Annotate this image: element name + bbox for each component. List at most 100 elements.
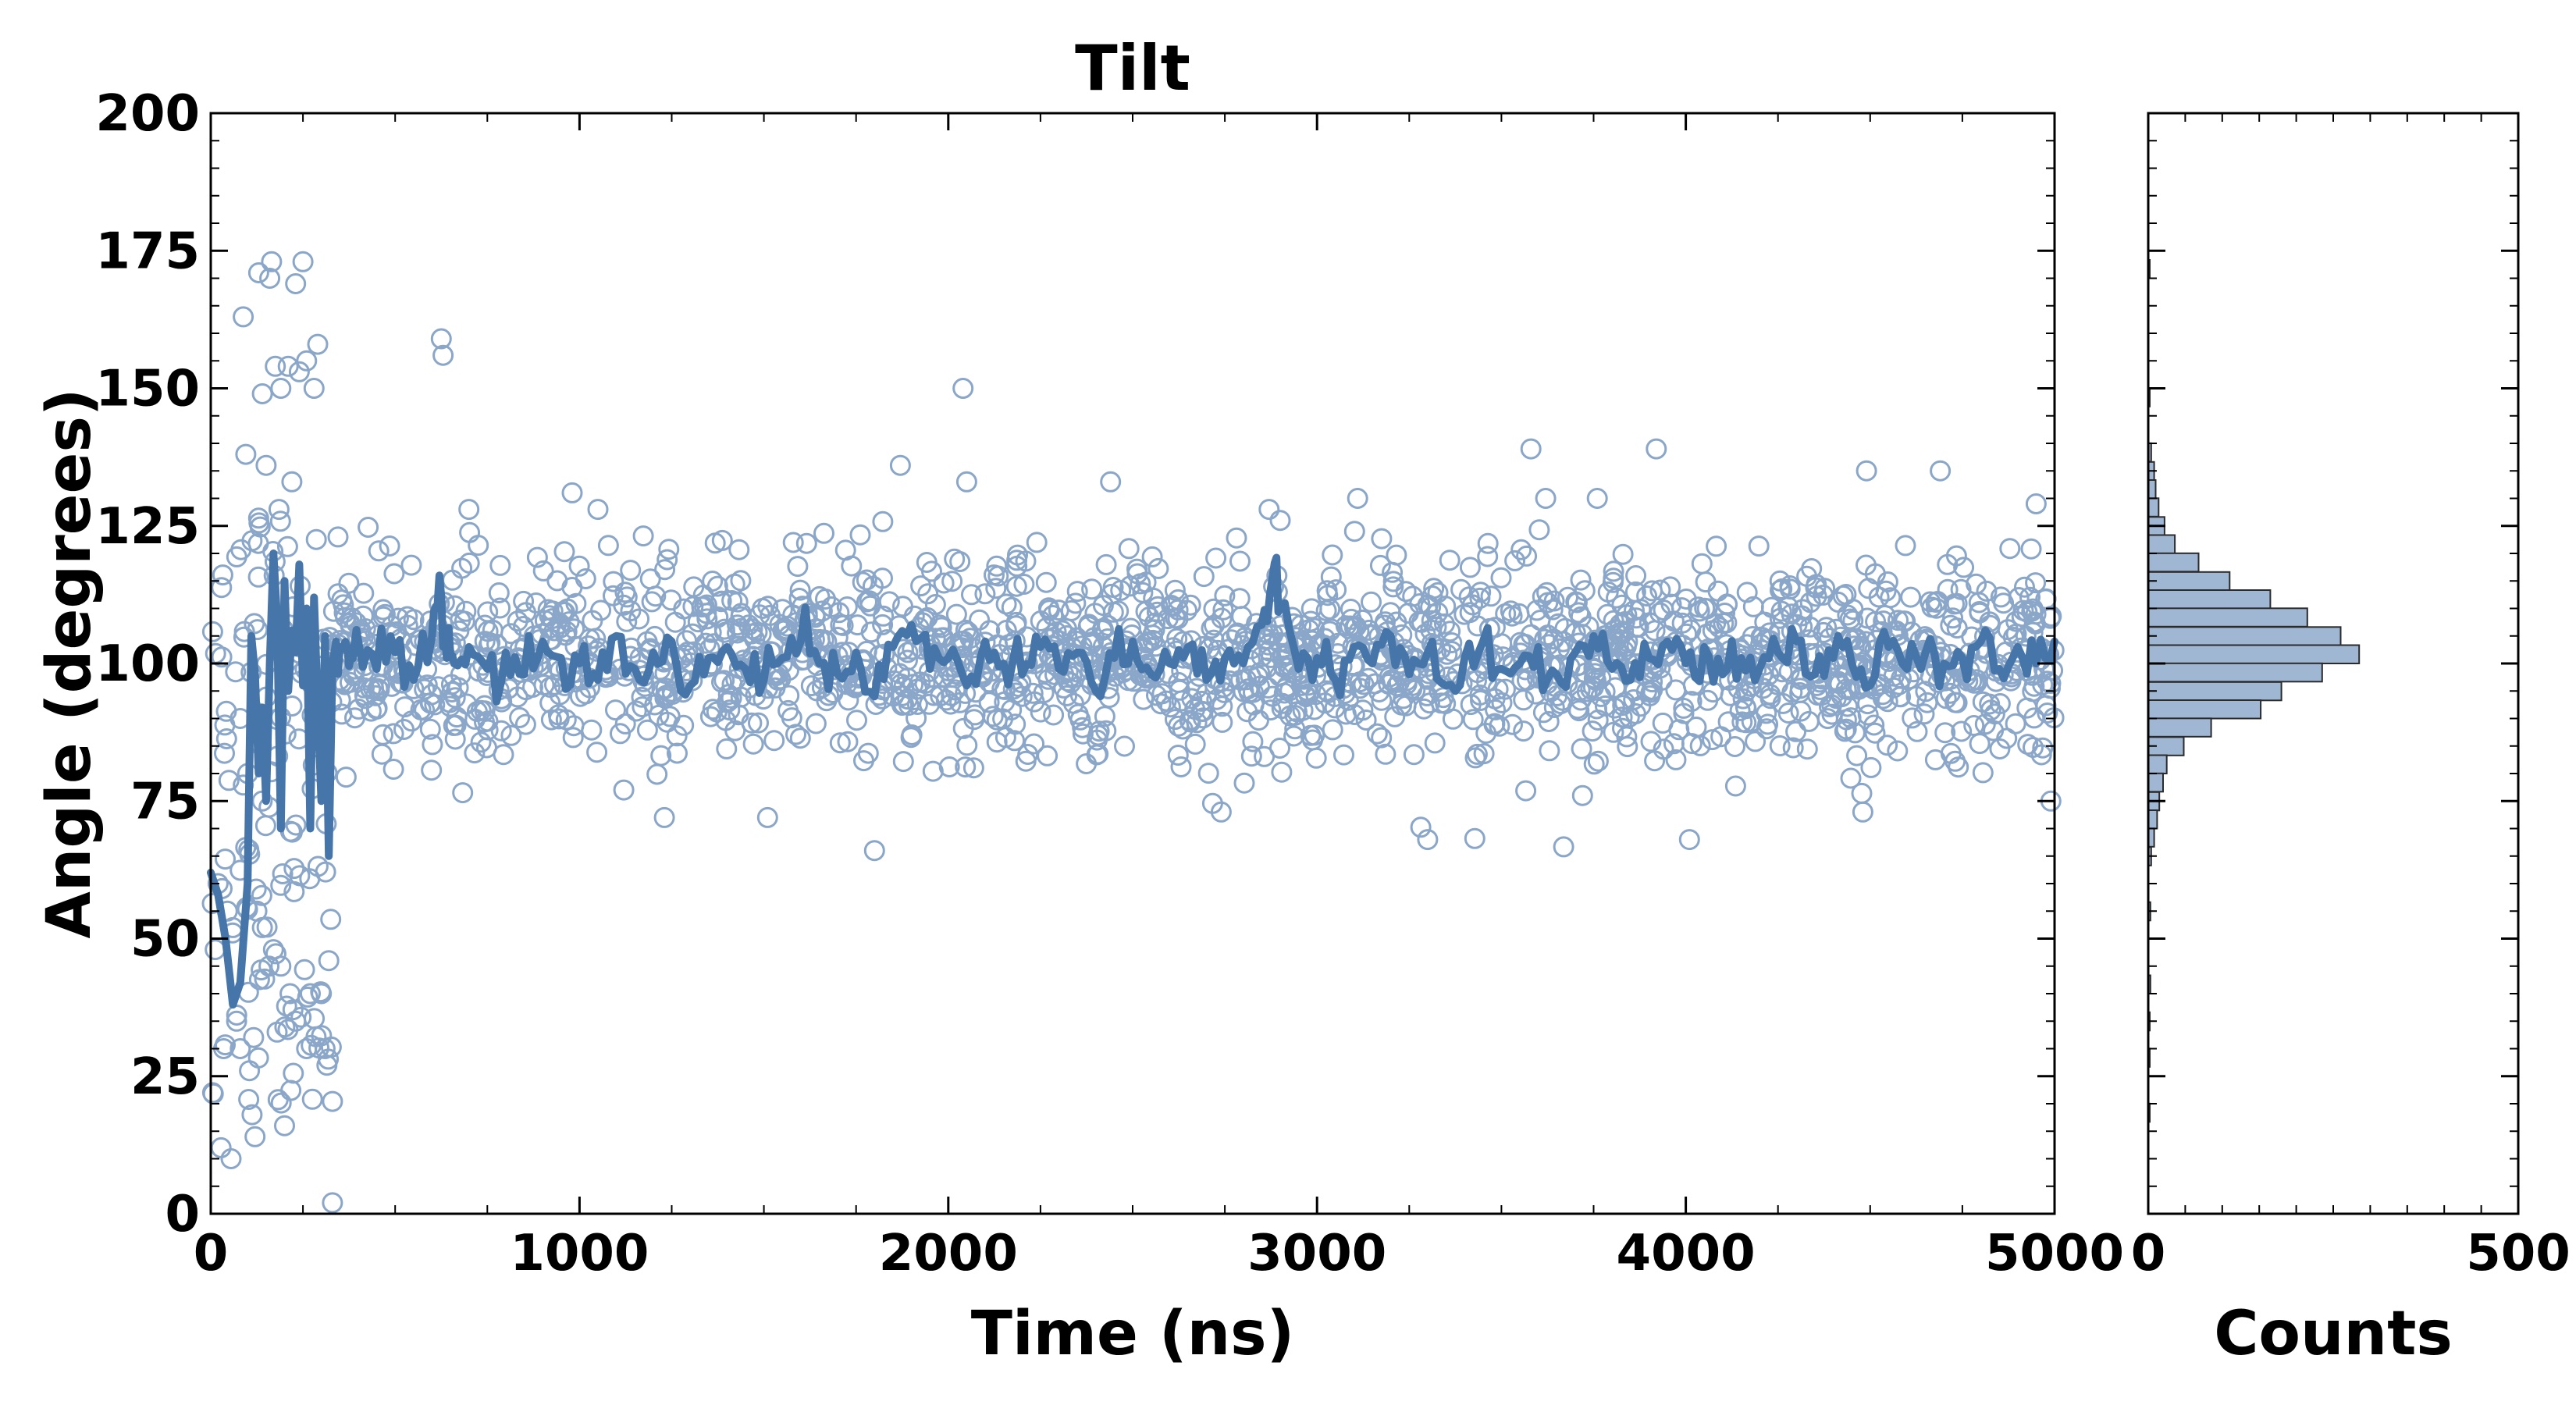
scatter-point	[955, 619, 977, 641]
scatter-point	[834, 539, 856, 561]
histogram-tick-labels: 0 500	[2131, 1225, 2571, 1282]
scatter-point	[938, 756, 960, 777]
scatter-point	[1834, 720, 1856, 742]
x-axis-label: Time (ns)	[971, 1299, 1295, 1369]
scatter-point	[862, 575, 884, 597]
scatter-point	[1851, 782, 1873, 804]
scatter-point	[752, 598, 774, 619]
scatter-point	[1150, 693, 1172, 715]
scatter-point	[1748, 535, 1770, 557]
scatter-point	[1675, 589, 1697, 610]
scatter-point	[852, 571, 873, 593]
scatter-point	[1649, 579, 1671, 601]
scatter-point	[1532, 585, 1553, 607]
counts-histogram-plot: 0 500 Counts	[2131, 112, 2571, 1369]
scatter-point	[1604, 677, 1626, 699]
scatter-point	[513, 616, 535, 637]
scatter-point	[1691, 553, 1713, 574]
scatter-point	[1167, 608, 1189, 630]
scatter-point	[1226, 622, 1248, 644]
scatter-point	[383, 563, 405, 585]
scatter-point	[1934, 722, 1956, 744]
scatter-point	[1865, 610, 1887, 632]
scatter-point	[603, 571, 624, 592]
scatter-point	[763, 730, 785, 752]
scatter-point	[1553, 836, 1574, 858]
scatter-point	[1164, 579, 1186, 601]
scatter-point	[1006, 555, 1028, 577]
scatter-point	[809, 585, 831, 607]
scatter-point	[741, 712, 763, 734]
scatter-point	[268, 499, 290, 521]
scatter-point	[1425, 616, 1447, 638]
scatter-point	[338, 572, 360, 594]
scatter-point	[1846, 745, 1868, 767]
scatter-point	[610, 723, 631, 745]
scatter-point	[1864, 722, 1886, 744]
scatter-point	[1410, 816, 1432, 838]
scatter-point	[548, 708, 570, 730]
scatter-point	[1511, 670, 1533, 692]
scatter-point	[1557, 586, 1578, 608]
scatter-point	[632, 696, 653, 718]
scatter-point	[956, 735, 978, 756]
scatter-point	[1611, 706, 1633, 728]
scatter-point	[488, 582, 510, 603]
scatter-point	[1333, 744, 1354, 766]
scatter-point	[741, 623, 763, 645]
scatter-point	[285, 273, 307, 294]
scatter-point	[1017, 744, 1039, 765]
scatter-point	[1999, 538, 2021, 560]
scatter-point	[742, 733, 764, 755]
histogram-bar	[2147, 607, 2308, 628]
scatter-point	[1201, 792, 1223, 814]
scatter-point	[247, 1047, 269, 1069]
scatter-point	[1827, 591, 1849, 613]
scatter-point	[1233, 772, 1255, 794]
scatter-point	[703, 633, 724, 655]
scatter-point	[1638, 612, 1660, 634]
scatter-point	[941, 571, 963, 592]
scatter-point	[1382, 561, 1404, 583]
scatter-point	[372, 599, 394, 621]
x-tick-label: 1000	[510, 1225, 649, 1282]
scatter-point	[1543, 697, 1565, 718]
scatter-point	[230, 539, 252, 560]
scatter-point	[1948, 756, 1969, 778]
scatter-point	[265, 355, 286, 377]
y-tick-label: 200	[95, 85, 200, 143]
scatter-point	[1212, 711, 1233, 733]
scatter-point	[1602, 571, 1624, 593]
scatter-point	[1706, 535, 1727, 557]
scatter-point	[1663, 610, 1685, 632]
scatter-point	[974, 583, 996, 605]
scatter-point	[1190, 690, 1212, 712]
scatter-point	[1940, 682, 1961, 704]
scatter-point	[902, 674, 924, 695]
scatter-point	[1888, 610, 1909, 631]
scatter-point	[296, 350, 318, 372]
scatter-point	[270, 378, 292, 399]
scatter-point	[477, 719, 499, 741]
scatter-point	[1612, 543, 1634, 565]
scatter-point	[597, 535, 619, 557]
scatter-point	[277, 355, 299, 377]
scatter-point	[226, 1005, 247, 1026]
scatter-point	[1043, 704, 1065, 726]
scatter-point	[214, 714, 236, 736]
scatter-point	[1170, 756, 1192, 777]
scatter-point	[561, 482, 583, 503]
scatter-point	[247, 507, 269, 529]
scatter-point	[1229, 550, 1251, 572]
scatter-point	[1516, 545, 1538, 567]
scatter-point	[774, 620, 795, 642]
histogram-bar	[2147, 534, 2176, 554]
scatter-point	[1192, 707, 1214, 729]
scatter-point	[1835, 584, 1857, 605]
histogram-bar	[2147, 644, 2361, 664]
histogram-bar	[2147, 717, 2212, 738]
scatter-point	[1791, 599, 1813, 621]
scatter-point	[569, 685, 591, 707]
scatter-point	[1537, 592, 1559, 614]
